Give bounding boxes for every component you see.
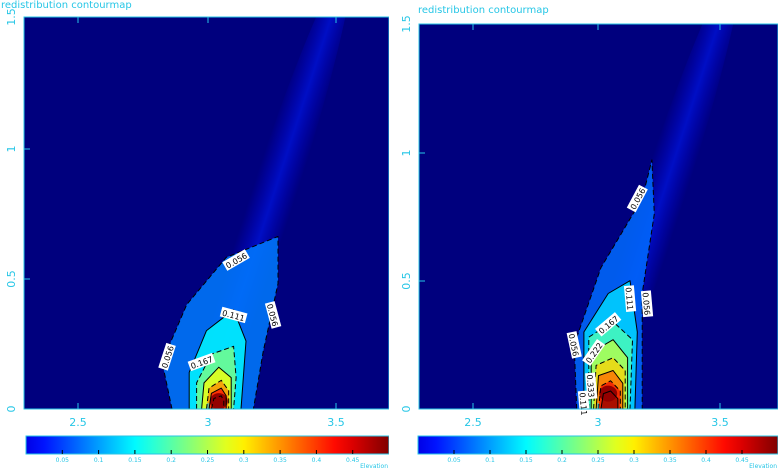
x-tick-label: 3.5 (327, 416, 345, 429)
contour-label: 0.056 (641, 290, 654, 318)
y-tick-label: 1.5 (5, 8, 18, 26)
svg-text:0.111: 0.111 (624, 287, 635, 311)
chart-title: redistribution contourmap (418, 5, 549, 16)
colorbar-tick-label: 0.2 (557, 457, 567, 464)
colorbar-tick-label: 0.4 (312, 457, 322, 464)
colorbar-tick-label: 0.05 (447, 457, 461, 464)
contour-line (201, 366, 232, 409)
x-tick-label: 2.5 (69, 416, 87, 429)
contour-line (593, 357, 626, 409)
colorbar-tick-label: 0.15 (519, 457, 533, 464)
colorbar-label: Elevation (749, 463, 777, 470)
y-tick-label: 1.5 (400, 15, 413, 33)
colorbar-tick-label: 0.35 (273, 457, 287, 464)
colorbar-tick-label: 0.45 (735, 457, 749, 464)
contour-panel-left: redistribution contourmap 0.056 0.056 0.05… (1, 0, 389, 470)
plot-frame (23, 16, 389, 410)
colorbar-tick-label: 0.2 (166, 457, 176, 464)
contour-line (573, 159, 655, 409)
y-tick-label: 0.5 (5, 270, 18, 288)
contour-line (583, 280, 638, 409)
colorbar-tick-label: 0.35 (663, 457, 677, 464)
contour-panel-right: redistribution contourmap 0.056 0.056 0.05… (389, 0, 778, 472)
y-tick-label: 1 (5, 146, 18, 153)
colorbar-tick-label: 0.05 (56, 457, 70, 464)
contour-line (206, 379, 230, 409)
contour-line (208, 387, 227, 409)
x-tick-label: 3.5 (711, 416, 729, 429)
svg-text:0.056: 0.056 (641, 292, 652, 316)
colorbar-tick-label: 0.25 (591, 457, 605, 464)
svg-text:0.333: 0.333 (585, 374, 596, 398)
colorbar-tick-label: 0.3 (629, 457, 639, 464)
colorbar-tick-label: 0.45 (346, 457, 360, 464)
colorbar-tick-label: 0.15 (128, 457, 142, 464)
contour-label: 0.333 (585, 372, 598, 400)
contour-line (600, 390, 619, 409)
x-tick-label: 2.5 (464, 416, 482, 429)
contour-chart-right: 0.0560.0560.0560.1110.1110.1670.2220.333… (400, 15, 778, 470)
colorbar-tick-label: 0.25 (201, 457, 215, 464)
contour-label: 0.111 (577, 390, 591, 418)
peak-spot (599, 385, 618, 402)
x-tick-label: 3 (205, 416, 212, 429)
y-tick-label: 0 (5, 406, 18, 413)
contour-line (590, 339, 629, 409)
chart-title: redistribution contourmap (1, 0, 132, 11)
contour-line (188, 309, 247, 409)
colorbar-tick-label: 0.1 (94, 457, 104, 464)
contour-line (598, 380, 621, 409)
y-tick-label: 0.5 (400, 272, 413, 290)
y-tick-label: 0 (400, 406, 413, 413)
colorbar-label: Elevation (360, 463, 388, 470)
contour-line (595, 370, 624, 409)
colorbar-tick-label: 0.1 (485, 457, 495, 464)
colorbar-tick-label: 0.3 (239, 457, 249, 464)
peak-spot (209, 393, 228, 409)
y-tick-label: 1 (400, 150, 413, 157)
contour-line (210, 395, 225, 409)
x-tick-label: 3 (595, 416, 602, 429)
svg-text:0.111: 0.111 (577, 392, 588, 416)
contour-label: 0.111 (624, 285, 637, 313)
colorbar-tick-label: 0.4 (701, 457, 711, 464)
